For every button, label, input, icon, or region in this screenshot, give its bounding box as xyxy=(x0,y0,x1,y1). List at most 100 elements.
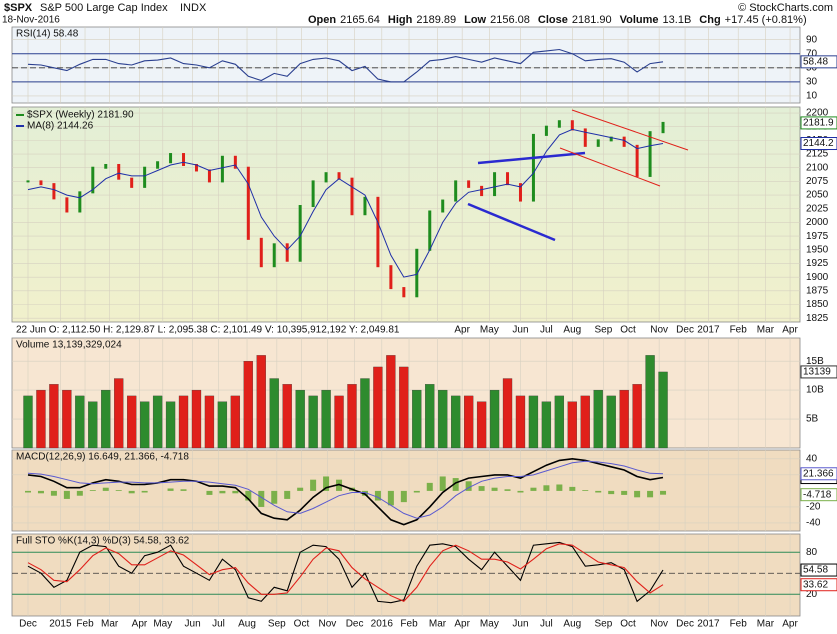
price-bar xyxy=(506,172,510,186)
y-tick-label: 20 xyxy=(806,589,818,600)
price-bar xyxy=(376,196,380,268)
x-tick-label: 2017 xyxy=(697,325,720,336)
volume-bar xyxy=(36,389,46,449)
volume-bar xyxy=(139,401,150,449)
price-bar xyxy=(402,287,406,298)
histogram-bar xyxy=(310,479,317,491)
x-tick-label: Dec xyxy=(346,619,364,630)
volume-bar xyxy=(282,384,292,449)
volume-bar xyxy=(152,395,163,449)
price-bar xyxy=(518,183,522,202)
x-tick-label: Feb xyxy=(730,325,748,336)
x-tick-label: Aug xyxy=(238,619,256,630)
quote-value: 2189.89 xyxy=(416,14,456,26)
volume-bar xyxy=(23,395,33,449)
last-value-box xyxy=(800,365,837,379)
volume-bar xyxy=(62,389,72,449)
volume-bar xyxy=(49,384,59,449)
trendlines xyxy=(467,109,689,242)
y-tick-label: 5B xyxy=(806,414,819,425)
x-tick-label: Sep xyxy=(595,325,613,336)
trendline xyxy=(559,147,661,187)
x-tick-label: Apr xyxy=(132,619,148,630)
histogram-bar xyxy=(478,486,485,491)
volume-bar xyxy=(178,395,189,449)
volume-bar xyxy=(114,378,124,449)
histogram-bar xyxy=(413,490,420,493)
volume-bar xyxy=(321,389,331,449)
x-tick-label: Dec xyxy=(676,325,694,336)
x-tick-label: Apr xyxy=(454,619,470,630)
volume-bar xyxy=(567,401,577,449)
price-bar xyxy=(493,172,497,197)
quote-label: High xyxy=(388,14,413,26)
price-bar xyxy=(441,199,445,213)
x-tick-label: 2016 xyxy=(371,619,394,630)
x-tick-label: Feb xyxy=(400,619,418,630)
price-bar xyxy=(272,243,276,268)
volume-bar xyxy=(476,401,487,449)
y-tick-label: 1950 xyxy=(806,244,829,255)
histogram-bar xyxy=(387,490,394,506)
volume-bar xyxy=(619,389,629,449)
volume-bar xyxy=(515,395,526,449)
x-tick-label: Apr xyxy=(782,619,798,630)
price-bar xyxy=(298,205,302,262)
price-bar xyxy=(117,163,121,180)
date: 18-Nov-2016 xyxy=(2,15,60,26)
price-bar xyxy=(324,172,328,183)
volume-bar xyxy=(399,366,409,449)
histogram-bar xyxy=(543,485,550,491)
y-tick-label: 1875 xyxy=(806,285,829,296)
x-tick-label: Nov xyxy=(650,325,668,336)
y-tick-label: 2025 xyxy=(806,203,829,214)
price-bar xyxy=(143,166,147,188)
y-tick-label: 10B xyxy=(806,385,824,396)
x-tick-label: Oct xyxy=(620,325,636,336)
price-bar xyxy=(428,210,432,251)
price-bar xyxy=(557,120,561,128)
trendline xyxy=(477,151,586,165)
legend-entry: $SPX (Weekly) 2181.90 xyxy=(27,110,134,121)
y-tick-label: 2000 xyxy=(806,217,829,228)
quote-value: 2156.08 xyxy=(490,14,530,26)
histogram-bar xyxy=(37,490,44,494)
volume-bar xyxy=(632,384,642,449)
x-tick-label: Mar xyxy=(757,619,775,630)
y-tick-label: 2075 xyxy=(806,176,829,187)
histogram-bar xyxy=(271,490,278,504)
x-tick-label: Nov xyxy=(318,619,336,630)
volume-bar xyxy=(528,395,539,449)
y-tick-label: 1900 xyxy=(806,272,829,283)
trendline xyxy=(571,109,689,151)
quote-value: 2165.64 xyxy=(340,14,380,26)
indicator-line xyxy=(27,460,664,519)
quote-value: 13.1B xyxy=(663,14,692,26)
volume-bar xyxy=(217,401,228,449)
price-bar xyxy=(259,237,263,268)
last-value-box xyxy=(800,488,837,502)
histogram-bar xyxy=(167,488,174,491)
x-tick-label: Sep xyxy=(595,619,613,630)
indicator-line xyxy=(27,457,664,526)
histogram-bar xyxy=(595,490,602,493)
panel xyxy=(11,26,801,104)
x-tick-label: Jun xyxy=(512,619,528,630)
volume-bar xyxy=(127,395,137,449)
volume-bar xyxy=(256,355,266,449)
histogram-bar xyxy=(400,490,407,503)
panel xyxy=(11,533,801,617)
histogram-bar xyxy=(660,490,667,495)
price-bar xyxy=(415,248,419,298)
panel-title: MACD(12,26,9) 16.649, 21.366, -4.718 xyxy=(16,452,189,463)
security-name: S&P 500 Large Cap Index xyxy=(40,2,168,14)
panel-title: Volume 13,139,329,024 xyxy=(16,340,122,351)
last-value-box xyxy=(800,55,837,69)
histogram-bar xyxy=(128,490,135,494)
price-bar xyxy=(104,163,108,169)
volume-bar xyxy=(658,371,668,449)
histogram-bar xyxy=(219,490,226,494)
panel-title: RSI(14) 58.48 xyxy=(16,29,79,40)
last-value-label: 2144.2 xyxy=(803,138,834,149)
y-tick-label: 1925 xyxy=(806,258,829,269)
